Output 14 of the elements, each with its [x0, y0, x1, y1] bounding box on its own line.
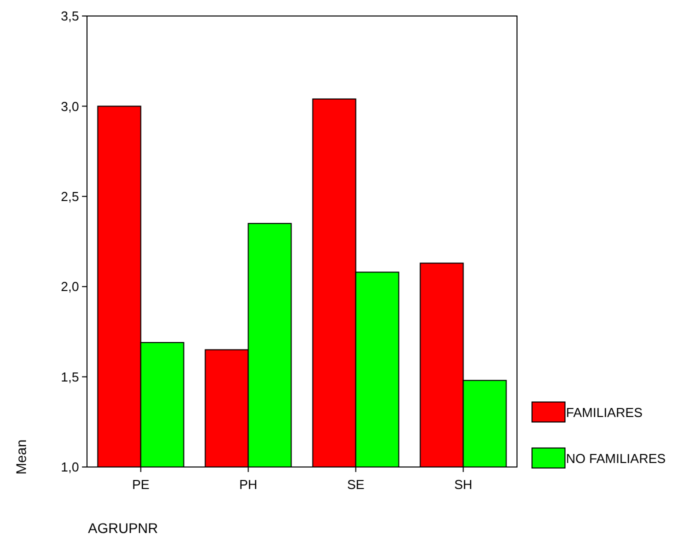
x-tick-label: SE: [347, 477, 365, 492]
legend-label: FAMILIARES: [566, 405, 643, 420]
y-tick-label: 1,0: [60, 460, 79, 475]
y-tick-label: 2,5: [60, 188, 79, 204]
y-tick-label: 3,5: [60, 8, 79, 24]
x-tick-label: PE: [132, 477, 150, 492]
legend-label: NO FAMILIARES: [566, 451, 666, 466]
y-axis-title: Mean: [13, 439, 29, 475]
x-tick-label: SH: [454, 477, 472, 492]
x-axis-title: AGRUPNR: [88, 520, 158, 536]
x-tick-label: PH: [239, 477, 258, 492]
y-tick-label: 2,0: [60, 279, 79, 294]
y-tick-label: 1,5: [60, 369, 79, 384]
y-tick-label: 3,0: [60, 98, 79, 114]
